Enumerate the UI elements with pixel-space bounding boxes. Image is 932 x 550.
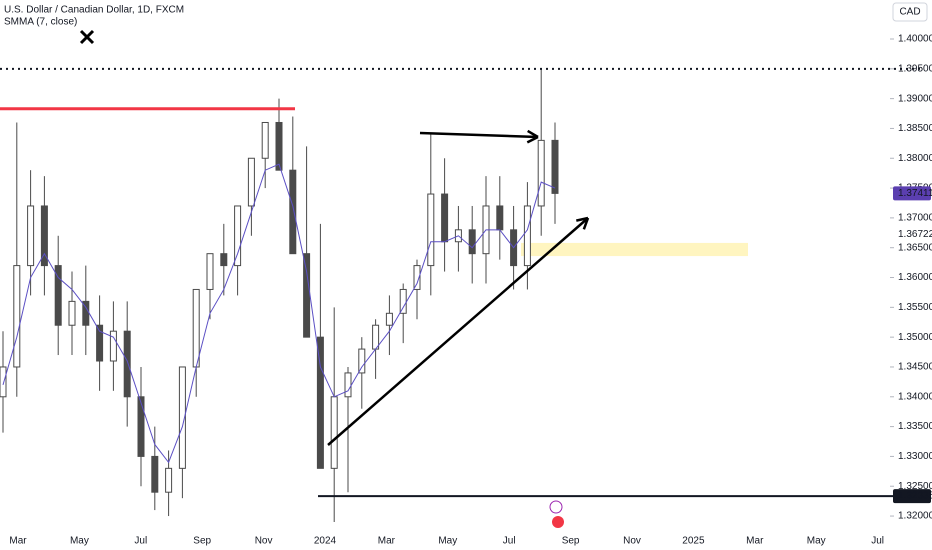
candle-body: [441, 193, 449, 243]
candle-body: [27, 205, 35, 267]
candle-body: [0, 366, 7, 398]
x-tick-label: Jul: [134, 536, 147, 547]
candle-body: [206, 253, 214, 290]
candle-body: [96, 324, 104, 362]
currency-box[interactable]: [892, 2, 928, 22]
candle-body: [372, 324, 380, 350]
x-tick-label: May: [807, 536, 826, 547]
candle-body: [316, 336, 324, 469]
candle-body: [344, 372, 352, 398]
arrow-head: [576, 216, 589, 222]
y-tick-label: 1.33500: [898, 421, 932, 432]
x-tick-label: Nov: [255, 536, 273, 547]
x-tick-label: Mar: [378, 536, 396, 547]
x-tick-label: May: [70, 536, 89, 547]
arrow-head: [526, 135, 539, 144]
candle-body: [551, 139, 559, 194]
candle-body: [413, 265, 421, 290]
candle-body: [234, 205, 242, 267]
y-tick-label: 1.32500: [898, 481, 932, 492]
x-tick-label: Sep: [562, 536, 580, 547]
candle-body: [178, 366, 186, 469]
close-icon[interactable]: [79, 29, 95, 45]
arrow-line: [327, 217, 589, 446]
event-icon[interactable]: [552, 516, 564, 528]
candle-body: [358, 348, 366, 374]
candle-body: [40, 205, 48, 267]
y-tick-label: 1.37000: [898, 213, 932, 224]
y-tick-label: 1.38500: [898, 123, 932, 134]
candle-body: [468, 229, 476, 255]
candle-body: [289, 169, 297, 255]
candle-body: [427, 193, 435, 267]
indicator-label: SMMA (7, close): [4, 17, 77, 28]
y-tick-label: 1.33000: [898, 451, 932, 462]
y-tick-label: 1.34500: [898, 362, 932, 373]
y-tick-label: 1.39000: [898, 93, 932, 104]
candle-body: [261, 121, 269, 159]
y-tick-label: 1.38000: [898, 153, 932, 164]
candle-body: [54, 265, 62, 326]
price-marker: [893, 186, 931, 201]
currency-label: CAD: [899, 7, 920, 18]
candle-body: [247, 157, 255, 207]
y-tick-label: 1.40000: [898, 34, 932, 45]
candle-body: [523, 205, 531, 267]
candle-body: [275, 121, 283, 171]
candle-body: [330, 396, 338, 469]
y-tick-label: 1.35000: [898, 332, 932, 343]
candle-body: [137, 396, 145, 457]
zone: [521, 242, 748, 257]
candle-body: [68, 300, 76, 326]
price-marker-label: 1.36722: [898, 229, 932, 240]
x-tick-label: 2024: [314, 536, 337, 547]
event-icon[interactable]: [549, 500, 563, 514]
candle-body: [13, 265, 21, 368]
candle-body: [165, 467, 173, 493]
candle-body: [109, 330, 117, 362]
price-marker-label: 1.37411: [898, 188, 932, 199]
arrow-head: [582, 217, 590, 230]
x-stroke: [79, 29, 95, 45]
plot: [0, 67, 925, 523]
price-marker: [893, 489, 931, 504]
x-tick-label: Sep: [193, 536, 211, 547]
x-tick-label: Mar: [746, 536, 764, 547]
x-tick-label: Mar: [9, 536, 27, 547]
x-tick-label: Jul: [871, 536, 884, 547]
candle-body: [123, 330, 131, 398]
arrow-line: [419, 131, 539, 139]
x-tick-label: Jul: [503, 536, 516, 547]
candle-body: [496, 205, 504, 231]
candle-body: [399, 288, 407, 314]
y-tick-label: 1.35500: [898, 302, 932, 313]
arrow-head: [527, 129, 539, 139]
y-tick-label: 1.34000: [898, 391, 932, 402]
smma-line: [2, 163, 556, 464]
candle-body: [192, 288, 200, 368]
candle-body: [537, 139, 545, 207]
candle-body: [385, 312, 393, 326]
candle-body: [303, 253, 311, 338]
x-tick-label: 2025: [682, 536, 705, 547]
x-tick-label: May: [438, 536, 457, 547]
y-tick-label: 1.32000: [898, 511, 932, 522]
price-marker-label: 1.32335: [898, 491, 932, 502]
candle-body: [151, 455, 159, 493]
y-tick-label: 1.36500: [898, 242, 932, 253]
x-tick-label: Nov: [623, 536, 641, 547]
y-tick-label: 1.39500: [898, 63, 932, 74]
chart-title: U.S. Dollar / Canadian Dollar, 1D, FXCM: [4, 5, 184, 16]
y-tick-label: 1.36000: [898, 272, 932, 283]
candle-body: [220, 253, 228, 267]
